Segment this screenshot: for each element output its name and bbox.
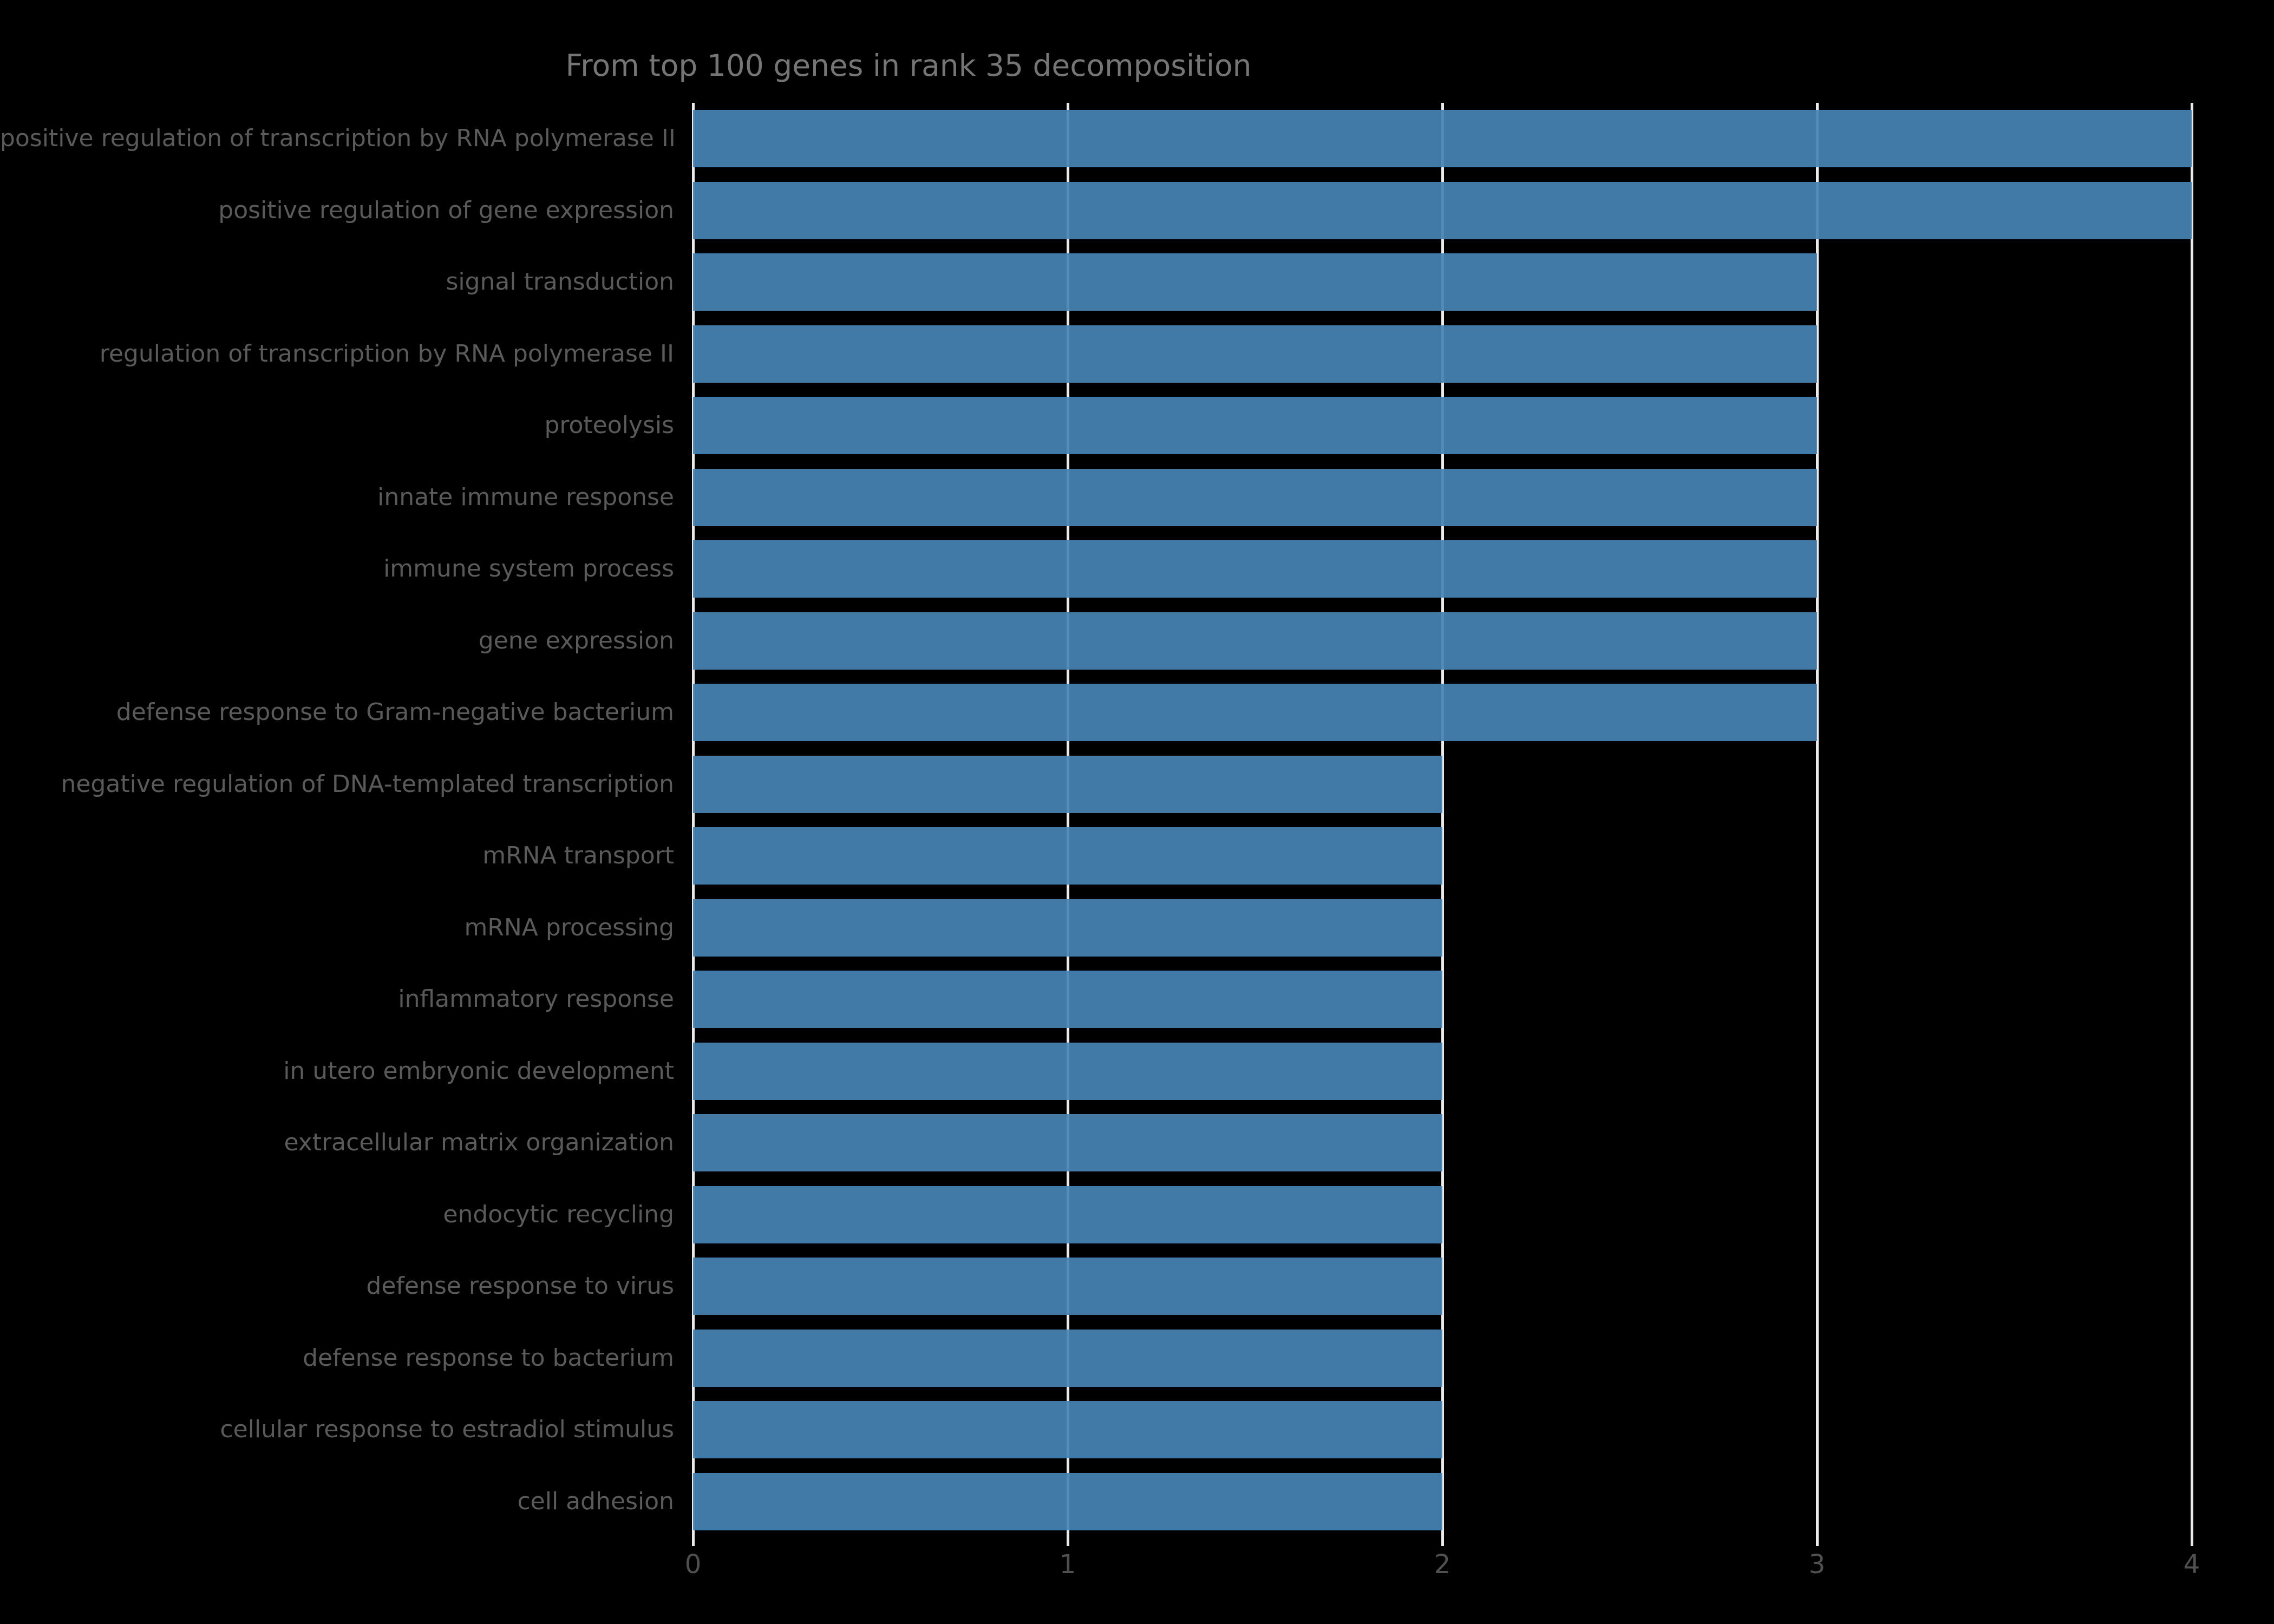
category-label: negative regulation of DNA-templated tra… [61, 770, 674, 798]
bar [693, 253, 1817, 311]
category-label: regulation of transcription by RNA polym… [99, 340, 674, 368]
bar [693, 1330, 1442, 1387]
bar [693, 469, 1817, 526]
bar [693, 182, 2192, 239]
bar [693, 684, 1817, 741]
category-label: cellular response to estradiol stimulus [220, 1416, 674, 1443]
category-label: extracellular matrix organization [284, 1129, 675, 1156]
category-label: endocytic recycling [443, 1201, 674, 1228]
bar [693, 110, 2192, 167]
gridline-x-3 [1816, 103, 1819, 1537]
bar [693, 1401, 1442, 1458]
x-tick-label-0: 0 [684, 1549, 702, 1580]
category-label: signal transduction [446, 268, 674, 296]
x-tick-mark-1 [1067, 1537, 1069, 1546]
x-tick-label-2: 2 [1434, 1549, 1451, 1580]
gridline-x-0 [692, 103, 695, 1537]
x-tick-mark-0 [692, 1537, 695, 1546]
category-label: positive regulation of transcription by … [0, 125, 676, 152]
gridline-x-1 [1067, 103, 1069, 1537]
category-label: positive regulation of gene expression [218, 197, 674, 224]
x-tick-mark-3 [1816, 1537, 1819, 1546]
x-tick-label-3: 3 [1808, 1549, 1826, 1580]
gridline-x-2 [1441, 103, 1444, 1537]
category-label: defense response to Gram-negative bacter… [116, 698, 674, 726]
category-label: cell adhesion [517, 1488, 674, 1515]
bar [693, 1473, 1442, 1530]
bar [693, 325, 1817, 383]
category-label: in utero embryonic development [283, 1057, 674, 1085]
category-label: defense response to virus [366, 1272, 674, 1300]
chart-title: From top 100 genes in rank 35 decomposit… [565, 48, 1252, 83]
category-label: gene expression [478, 627, 674, 654]
category-label: mRNA transport [482, 842, 674, 869]
category-label: defense response to bacterium [303, 1344, 674, 1372]
category-label: mRNA processing [464, 914, 674, 941]
category-label: inflammatory response [398, 985, 674, 1013]
bar [693, 1186, 1442, 1243]
plot-area [692, 103, 2193, 1546]
bar [693, 1258, 1442, 1315]
bar [693, 540, 1817, 598]
bar [693, 971, 1442, 1028]
category-label: immune system process [383, 555, 674, 582]
bar [693, 756, 1442, 813]
category-label: proteolysis [544, 411, 674, 439]
bar [693, 397, 1817, 454]
gridline-x-4 [2191, 103, 2193, 1537]
bar [693, 1114, 1442, 1171]
bar [693, 827, 1442, 885]
x-tick-mark-2 [1441, 1537, 1444, 1546]
bar [693, 899, 1442, 957]
x-tick-mark-4 [2191, 1537, 2193, 1546]
category-label: innate immune response [377, 483, 674, 511]
bar [693, 1043, 1442, 1100]
category-axis-labels: positive regulation of transcription by … [0, 0, 676, 1624]
x-tick-label-4: 4 [2183, 1549, 2200, 1580]
x-tick-label-1: 1 [1059, 1549, 1076, 1580]
bar [693, 612, 1817, 670]
